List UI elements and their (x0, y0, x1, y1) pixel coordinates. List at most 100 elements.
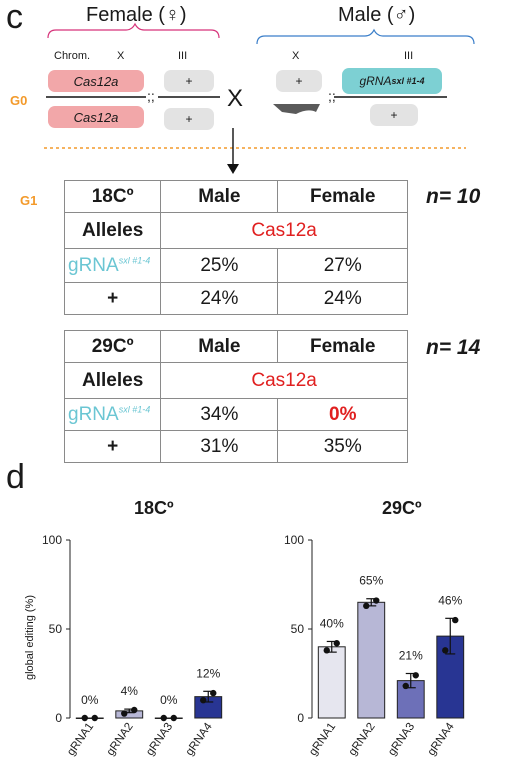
y-tick-label: 50 (49, 622, 63, 636)
female-x-bottom-allele: Cas12a (48, 106, 144, 128)
table-18c-n: n= 10 (426, 185, 481, 208)
category-label: gRNA3 (144, 721, 175, 758)
value-label: 40% (320, 616, 344, 630)
female-x-top-allele: Cas12a (48, 70, 144, 92)
data-point (170, 714, 177, 722)
table-18c-row2-label: + (63, 282, 162, 315)
y-tick-label: 50 (291, 622, 305, 636)
bar-gRNA1 (75, 717, 104, 719)
value-label: 0% (81, 693, 99, 707)
value-label: 21% (399, 649, 423, 663)
table-29c-driver: Cas12a (160, 362, 408, 399)
panel-d-letter: d (6, 458, 25, 496)
chart-0: 0 50 100 0% gRNA1 4% gRNA2 0% gRNA3 12% gRNA4 (42, 533, 223, 758)
table-29c-row2-female: 35% (277, 430, 408, 463)
table-18c-row1-male: 25% (160, 248, 279, 283)
value-label: 4% (121, 684, 139, 698)
table-29c-col-male: Male (160, 330, 279, 363)
male-iii-bottom-allele: + (370, 104, 418, 126)
data-point (121, 710, 128, 717)
data-point (160, 714, 167, 722)
data-point (442, 647, 449, 654)
data-point (373, 597, 380, 604)
value-label: 46% (438, 593, 462, 607)
table-29c-row1-label: gRNAsxl #1-4 (63, 398, 162, 431)
data-point (452, 616, 459, 624)
table-18c-alleles: Alleles (63, 212, 162, 249)
data-point (200, 697, 207, 704)
y-tick-label: 0 (297, 711, 304, 725)
category-label: gRNA2 (105, 721, 136, 758)
table-29c-alleles: Alleles (63, 362, 162, 399)
table-29c-row1-male: 34% (160, 398, 279, 431)
data-point (412, 672, 419, 679)
chart-1: 0 50 100 40% gRNA1 65% gRNA2 21% gRNA3 46% gRNA4 (284, 533, 465, 758)
value-label: 65% (359, 574, 383, 588)
bar-gRNA3 (396, 680, 425, 719)
data-point (91, 714, 98, 722)
female-semicolons: ;; (147, 88, 155, 104)
bar-charts: 0 50 100 0% gRNA1 4% gRNA2 0% gRNA3 12% gRNA4 0 50 10… (42, 533, 465, 758)
chrom-label: Chrom. (54, 50, 91, 62)
bar-gRNA2 (357, 601, 386, 719)
data-point (131, 706, 138, 714)
category-label: gRNA4 (426, 720, 457, 758)
male-semicolons: ;; (328, 88, 336, 104)
data-point (363, 602, 370, 610)
category-label: gRNA3 (386, 721, 417, 758)
chrom-iii-label: III (178, 50, 188, 62)
table-18c-driver: Cas12a (160, 212, 408, 249)
category-label: gRNA1 (65, 721, 96, 758)
female-brace (47, 22, 220, 39)
category-label: gRNA4 (184, 720, 215, 758)
bar-gRNA1 (317, 646, 346, 719)
table-29c-row2-male: 31% (160, 430, 279, 463)
table-18c: 18Cº Male Female Alleles Cas12a gRNAsxl … (63, 180, 408, 315)
value-label: 12% (196, 666, 220, 680)
data-point (333, 640, 340, 647)
male-title: Male (♂) (338, 4, 416, 26)
data-point (323, 647, 330, 654)
table-29c-row2-label: + (63, 430, 162, 463)
data-point (210, 689, 217, 697)
bar-gRNA3 (154, 717, 183, 719)
chart-18c-title: 18Cº (134, 498, 174, 518)
panel-c-letter: c (6, 0, 23, 36)
male-chrom-x-label: X (292, 50, 300, 62)
table-18c-row1-label: gRNAsxl #1-4 (63, 248, 162, 283)
g0-label: G0 (10, 93, 28, 108)
chrom-x-label: X (117, 50, 125, 62)
cross-scheme-lines (44, 22, 475, 149)
y-tick-label: 100 (284, 533, 304, 547)
y-chromosome-icon (273, 104, 320, 114)
data-point (81, 714, 88, 722)
data-point (402, 682, 409, 690)
table-29c: 29Cº Male Female Alleles Cas12a gRNAsxl … (63, 330, 408, 463)
table-29c-temp: 29Cº (63, 330, 162, 363)
male-x-top-allele: + (276, 70, 322, 92)
female-iii-top-allele: + (164, 70, 214, 92)
table-18c-row2-female: 24% (277, 282, 408, 315)
y-tick-label: 100 (42, 533, 62, 547)
table-18c-row1-female: 27% (277, 248, 408, 283)
male-chrom-iii-label: III (404, 50, 414, 62)
category-label: gRNA1 (307, 721, 338, 758)
cross-symbol: X (227, 85, 244, 112)
male-brace (256, 28, 475, 45)
category-label: gRNA2 (347, 721, 378, 758)
y-tick-label: 0 (55, 711, 62, 725)
down-arrow-icon (227, 128, 239, 174)
value-label: 0% (160, 693, 178, 707)
table-29c-row1-female: 0% (277, 398, 408, 431)
table-29c-col-female: Female (277, 330, 408, 363)
table-29c-n: n= 14 (426, 336, 481, 359)
table-18c-row2-male: 24% (160, 282, 279, 315)
male-iii-top-allele: gRNA sxl #1-4 (342, 68, 442, 94)
table-18c-col-female: Female (277, 180, 408, 213)
female-title: Female (♀) (86, 4, 187, 26)
female-iii-bottom-allele: + (164, 108, 214, 130)
g1-label: G1 (20, 193, 38, 208)
table-18c-col-male: Male (160, 180, 279, 213)
table-18c-temp: 18Cº (63, 180, 162, 213)
chart-29c-title: 29Cº (382, 498, 422, 518)
